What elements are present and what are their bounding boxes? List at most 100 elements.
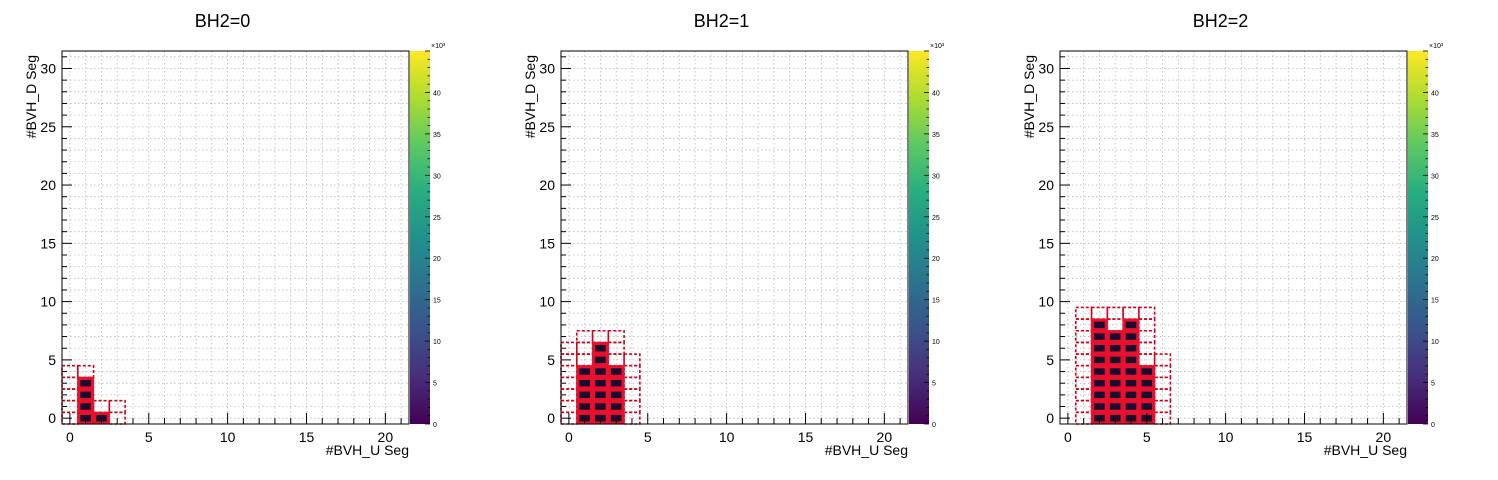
y-tick-label: 0 [48, 410, 56, 426]
histogram-cell [591, 388, 609, 402]
histogram-cell [1122, 353, 1140, 367]
colorbar-tick-label: 25 [932, 215, 940, 222]
y-axis-label: #BVH_D Seg [23, 55, 39, 138]
histogram-cell [1122, 341, 1140, 355]
x-axis-label: #BVH_U Seg [1324, 442, 1407, 458]
x-tick-label: 15 [1297, 429, 1313, 445]
histogram-cell [1090, 353, 1108, 367]
colorbar-tick-label: 35 [932, 132, 940, 139]
histogram-cell [1122, 318, 1140, 332]
histogram-cell [576, 365, 594, 378]
histogram-cell [591, 365, 609, 378]
y-tick-label: 20 [539, 177, 555, 193]
chart-title: BH2=2 [1193, 11, 1249, 31]
y-tick-label: 15 [1038, 235, 1054, 251]
colorbar-tick-label: 10 [932, 339, 940, 346]
y-tick-label: 10 [40, 294, 56, 310]
histogram-cell [1122, 330, 1140, 344]
histogram-cell [1106, 388, 1124, 402]
histogram-cell [77, 376, 95, 390]
histogram-cell [77, 388, 95, 402]
y-tick-label: 0 [1046, 410, 1054, 426]
y-tick-label: 5 [48, 352, 56, 368]
colorbar-tick-label: 0 [932, 422, 936, 429]
histogram-panel-0: 0 5 10 15 20 0 5 10 15 20 25 30 BH2=0 #BVH_U Seg #BVH_… [23, 11, 446, 458]
colorbar-tick-label: 15 [932, 298, 940, 305]
y-tick-label: 15 [539, 235, 555, 251]
histogram-cell [576, 388, 594, 402]
colorbar-tick-label: 0 [433, 422, 437, 429]
colorbar-exponent-label: ×10³ [431, 43, 446, 50]
axis-ticks [1060, 56, 1400, 424]
x-tick-label: 15 [299, 429, 315, 445]
histogram-cell [1106, 365, 1124, 378]
histogram-cell [1106, 400, 1124, 413]
plot-frame [560, 50, 909, 425]
colorbar-ticks [924, 50, 929, 425]
chart-title: BH2=1 [694, 11, 750, 31]
y-tick-label: 20 [40, 177, 56, 193]
colorbar [909, 51, 929, 424]
colorbar-tick-label: 20 [1431, 256, 1439, 263]
colorbar-tick-label: 25 [1431, 215, 1439, 222]
colorbar-tick-label: 20 [433, 256, 441, 263]
outline-cell [560, 341, 578, 355]
histogram-cell [576, 376, 594, 390]
x-axis-label: #BVH_U Seg [326, 442, 409, 458]
grid-lines [561, 51, 908, 424]
histogram-cell [1090, 330, 1108, 344]
x-tick-label: 20 [877, 429, 893, 445]
histogram-panel-2: 0 5 10 15 20 0 5 10 15 20 25 30 BH2=2 #BVH_U Seg #BVH_… [1021, 11, 1444, 458]
y-tick-label: 15 [40, 235, 56, 251]
histogram-cell [1090, 376, 1108, 390]
grid-lines [62, 51, 409, 424]
y-tick-label: 25 [1038, 119, 1054, 135]
histogram-cell [1122, 400, 1140, 413]
colorbar [1408, 51, 1428, 424]
x-tick-label: 0 [1064, 429, 1072, 445]
axis-ticks [561, 56, 901, 424]
y-tick-label: 5 [547, 352, 555, 368]
histogram-cell [1106, 330, 1124, 344]
histogram-cell [1122, 365, 1140, 378]
histogram-cell [591, 376, 609, 390]
colorbar-tick-label: 5 [1431, 381, 1435, 388]
histogram-cell [1122, 388, 1140, 402]
colorbar-tick-label: 30 [433, 173, 441, 180]
colorbar-ticks [1423, 50, 1428, 425]
histogram-cell [1138, 365, 1156, 378]
x-tick-label: 20 [378, 429, 394, 445]
outline-cell [61, 364, 79, 379]
grid-lines [1060, 51, 1407, 424]
y-tick-label: 25 [40, 119, 56, 135]
histogram-cell [1106, 341, 1124, 355]
colorbar-tick-label: 20 [932, 256, 940, 263]
y-tick-label: 30 [40, 60, 56, 76]
histogram-cell [607, 388, 625, 402]
histogram-cell [1138, 376, 1156, 390]
histogram-cell [576, 400, 594, 413]
colorbar-tick-label: 10 [433, 339, 441, 346]
outline-cell [1153, 353, 1172, 367]
y-tick-label: 5 [1046, 352, 1054, 368]
y-tick-label: 10 [539, 294, 555, 310]
outline-cell [607, 329, 625, 344]
x-tick-label: 10 [719, 429, 735, 445]
plot-area [62, 51, 409, 424]
plot-frame [61, 50, 410, 425]
x-tick-label: 0 [565, 429, 573, 445]
histogram-cell [591, 353, 609, 367]
colorbar-exponent-label: ×10³ [930, 43, 945, 50]
colorbar-tick-label: 15 [433, 298, 441, 305]
histogram-cell [607, 400, 625, 413]
x-tick-label: 5 [1143, 429, 1151, 445]
x-tick-label: 10 [1218, 429, 1234, 445]
histogram-cell [1090, 388, 1108, 402]
histogram-cell [1106, 376, 1124, 390]
histogram-cell [1138, 400, 1156, 413]
x-axis-label: #BVH_U Seg [825, 442, 908, 458]
colorbar-tick-label: 25 [433, 215, 441, 222]
y-tick-label: 30 [539, 60, 555, 76]
x-tick-label: 20 [1376, 429, 1392, 445]
